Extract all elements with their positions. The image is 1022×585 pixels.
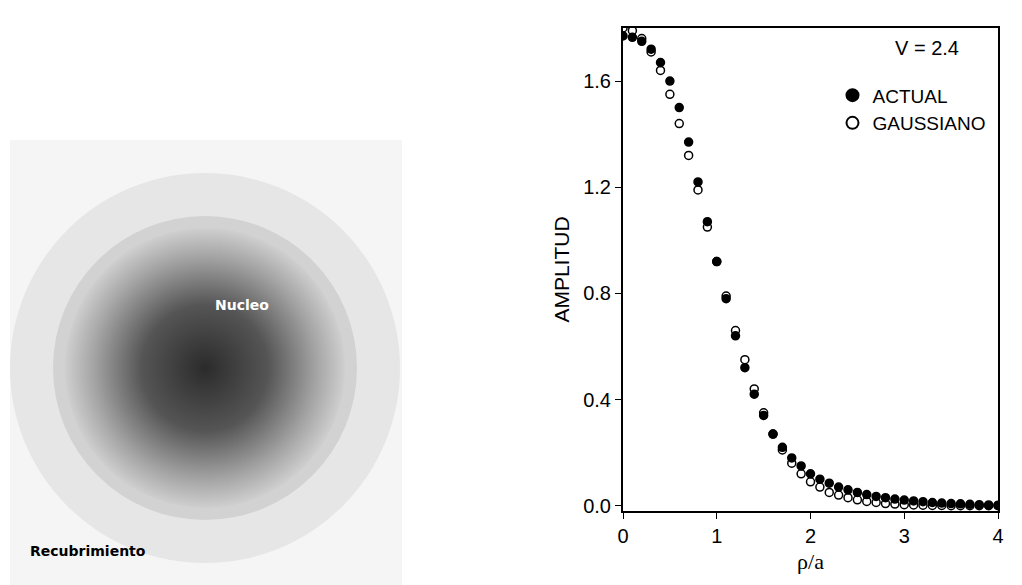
svg-text:V = 2.4: V = 2.4: [895, 37, 959, 59]
svg-text:1.2: 1.2: [583, 176, 611, 198]
svg-text:1.6: 1.6: [583, 70, 611, 92]
svg-text:ρ/a: ρ/a: [797, 549, 824, 574]
svg-text:Recubrimiento: Recubrimiento: [30, 543, 146, 559]
svg-text:0.0: 0.0: [583, 495, 611, 517]
svg-text:AMPLITUD: AMPLITUD: [550, 216, 573, 322]
svg-text:0: 0: [617, 525, 628, 547]
svg-text:2: 2: [805, 525, 816, 547]
svg-text:4: 4: [992, 525, 1003, 547]
svg-text:GAUSSIANO: GAUSSIANO: [873, 113, 986, 134]
svg-text:ACTUAL: ACTUAL: [873, 86, 948, 107]
svg-text:3: 3: [899, 525, 910, 547]
svg-text:0.4: 0.4: [583, 389, 611, 411]
svg-text:Nucleo: Nucleo: [215, 297, 269, 313]
svg-text:1: 1: [711, 525, 722, 547]
svg-text:0.8: 0.8: [583, 282, 611, 304]
